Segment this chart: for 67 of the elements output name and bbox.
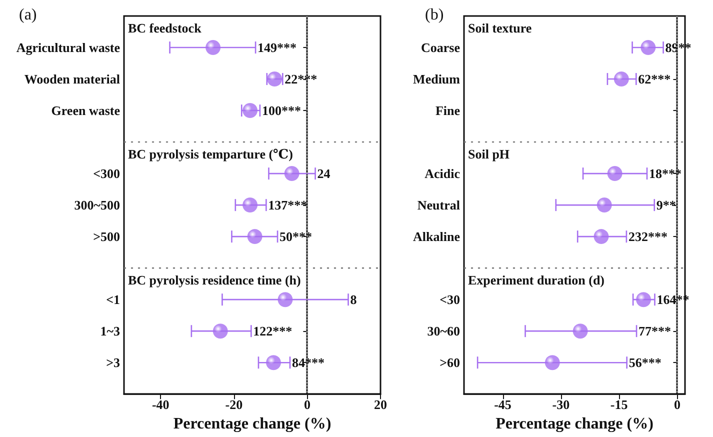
point: [266, 355, 282, 370]
y-tick-label: >3: [106, 355, 120, 370]
annotation: 8: [350, 292, 358, 308]
y-tick-label: Acidic: [424, 166, 460, 182]
y-tick-label: 1~3: [100, 324, 120, 339]
point: [594, 229, 609, 244]
annotation: 122***: [253, 324, 292, 339]
point: [596, 198, 612, 213]
y-tick-label: <300: [93, 166, 120, 182]
chart-title: (b): [425, 6, 444, 24]
annotation: 149***: [258, 40, 297, 56]
point: [242, 103, 258, 118]
annotation: 100***: [262, 103, 301, 118]
y-tick-label: Fine: [435, 103, 460, 118]
annotation: 18***: [649, 166, 682, 182]
annotation: BC pyrolysis residence time (h): [128, 272, 301, 288]
point: [242, 198, 258, 213]
x-tick-label: -15: [610, 397, 628, 412]
x-tick-label: 20: [374, 397, 387, 412]
point: [614, 72, 629, 87]
point: [607, 166, 622, 182]
annotation: 137***: [268, 198, 308, 213]
annotation: 56***: [628, 355, 662, 370]
y-tick-label: Alkaline: [413, 229, 460, 244]
y-tick-label: Neutral: [417, 198, 460, 213]
y-tick-label: Wooden material: [24, 72, 120, 87]
point: [247, 229, 262, 244]
y-tick-label: Medium: [413, 72, 460, 87]
y-tick-label: >500: [93, 229, 120, 244]
annotation: 232***: [628, 229, 668, 244]
annotation: 62***: [638, 72, 671, 87]
annotation: Soil texture: [468, 20, 532, 36]
point: [636, 292, 652, 308]
annotation: BC pyrolysis temparture (℃): [128, 146, 293, 162]
chart-title: (a): [19, 6, 37, 24]
annotation: Experiment duration (d): [468, 272, 604, 288]
y-tick-label: <30: [440, 292, 460, 308]
annotation: 77***: [638, 324, 672, 339]
point: [544, 355, 560, 370]
y-tick-label: Green waste: [51, 103, 120, 118]
x-tick-label: 0: [674, 397, 680, 412]
x-axis-title: Percentage change (%): [496, 416, 654, 432]
x-tick-label: -40: [152, 397, 170, 412]
x-tick-label: -45: [494, 397, 512, 412]
y-tick-label: 300~500: [74, 198, 120, 213]
point: [284, 166, 300, 182]
point: [278, 292, 293, 308]
point: [206, 40, 221, 56]
annotation: 9**: [656, 198, 676, 213]
x-axis-title: Percentage change (%): [173, 416, 332, 432]
y-tick-label: >60: [440, 355, 460, 370]
y-tick-label: <1: [106, 292, 120, 308]
point: [572, 324, 588, 339]
annotation: BC feedstock: [128, 20, 202, 36]
y-tick-label: 30~60: [427, 324, 460, 339]
x-tick-label: 0: [304, 397, 310, 412]
y-tick-label: Coarse: [421, 40, 460, 56]
annotation: 84***: [292, 355, 324, 370]
y-tick-label: Agricultural waste: [16, 40, 120, 56]
x-tick-label: -30: [552, 397, 570, 412]
annotation: 24: [317, 166, 331, 182]
annotation: Soil pH: [468, 146, 510, 162]
annotation: 50***: [280, 229, 312, 244]
point: [640, 40, 656, 56]
x-tick-label: -20: [225, 397, 243, 412]
point: [212, 324, 228, 339]
annotation: 22***: [284, 72, 318, 87]
